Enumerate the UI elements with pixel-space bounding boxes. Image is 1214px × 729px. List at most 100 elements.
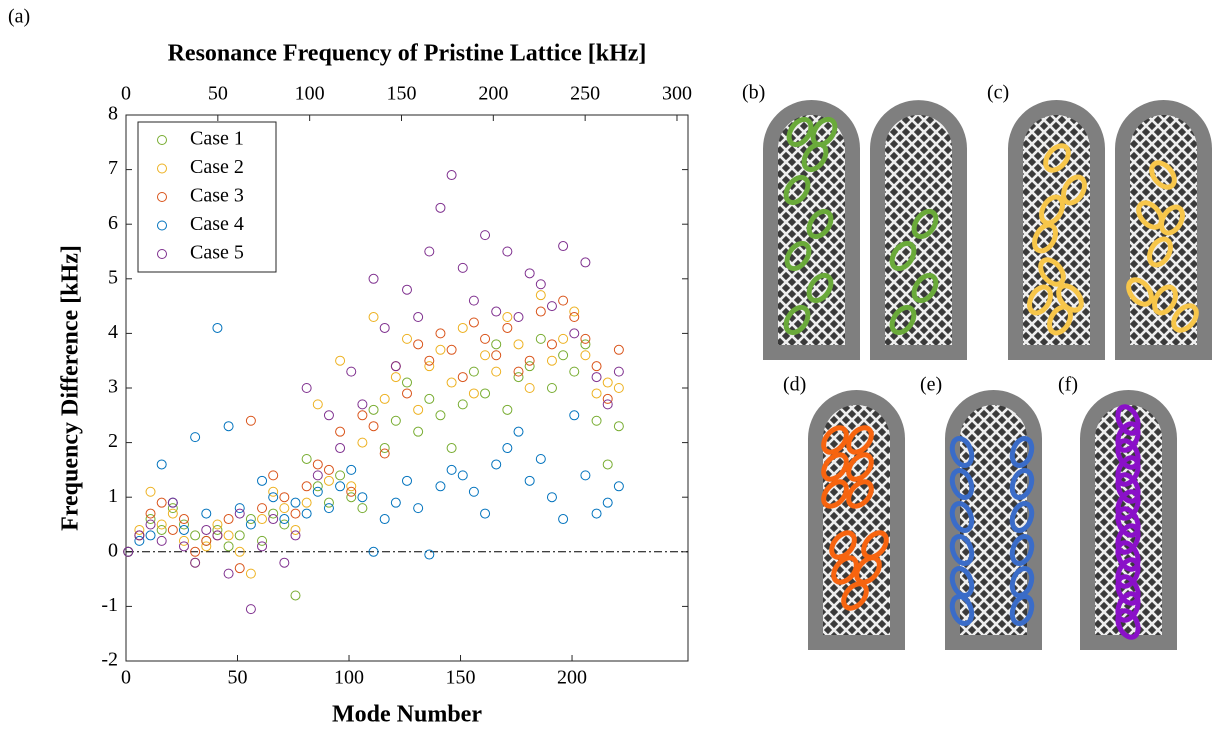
data-point [413, 503, 424, 514]
defect-ring [1009, 533, 1035, 567]
data-point [346, 366, 357, 377]
data-point [257, 503, 268, 514]
data-point [402, 377, 412, 388]
data-point [268, 470, 279, 481]
data-point [502, 443, 513, 454]
x-tick-label: 150 [446, 667, 476, 689]
data-point [580, 333, 591, 344]
data-point [257, 475, 268, 486]
data-point [279, 557, 290, 568]
data-point [546, 355, 557, 366]
defect-ring [821, 425, 849, 455]
data-point [223, 514, 234, 525]
data-point [223, 421, 234, 432]
defect-ring [821, 452, 849, 482]
data-point [457, 399, 468, 410]
defect-ring [1009, 467, 1035, 501]
data-point [145, 486, 156, 497]
data-point [424, 393, 435, 404]
data-point [424, 549, 435, 560]
data-point [178, 524, 189, 535]
data-point [524, 361, 535, 372]
data-point [167, 503, 178, 514]
legend-marker [157, 249, 167, 259]
data-point [602, 393, 613, 404]
data-point [190, 546, 201, 557]
data-point [279, 519, 290, 530]
x2-tick-label: 150 [386, 83, 416, 105]
data-point [435, 344, 446, 355]
y-tick-label: 3 [108, 376, 118, 398]
data-point [223, 541, 234, 552]
defect-ring [806, 272, 834, 304]
defect-ring [1159, 204, 1185, 236]
data-point [413, 426, 424, 437]
data-point [379, 322, 390, 333]
data-point [268, 508, 279, 519]
data-point [569, 312, 580, 323]
data-point [424, 361, 435, 372]
data-point [402, 388, 412, 399]
y-tick-label: 8 [108, 103, 118, 125]
data-point [379, 514, 390, 525]
defect-ring [1027, 284, 1053, 316]
data-point [379, 448, 390, 459]
legend-label: Case 2 [190, 156, 244, 178]
data-point [468, 295, 479, 306]
y-tick-label: 7 [108, 157, 118, 179]
data-point [323, 475, 334, 486]
data-point [613, 344, 624, 355]
data-point [323, 503, 334, 514]
defect-ring [1115, 421, 1141, 453]
data-point [491, 306, 502, 317]
y-tick-label: 6 [108, 212, 118, 234]
data-point [301, 481, 312, 492]
x2-tick-label: 300 [662, 83, 692, 105]
data-point [591, 372, 602, 383]
data-point [446, 377, 457, 388]
defect-ring [949, 565, 975, 599]
data-point [569, 410, 580, 421]
x-axis-title: Mode Number [332, 702, 482, 728]
data-point [223, 530, 234, 541]
data-point [301, 497, 312, 508]
data-point [502, 322, 513, 333]
defect-ring [1032, 222, 1058, 254]
defect-ring [1115, 472, 1141, 504]
data-point [558, 514, 569, 525]
data-point [480, 350, 491, 361]
defect-ring [1115, 574, 1141, 606]
defect-ring [949, 435, 975, 469]
data-point [268, 486, 279, 497]
data-point [491, 339, 502, 350]
data-point [491, 350, 502, 361]
legend-marker [157, 135, 167, 145]
data-point [212, 322, 223, 333]
data-point [413, 339, 424, 350]
data-point [480, 333, 491, 344]
data-point [346, 486, 357, 497]
legend-label: Case 5 [190, 242, 244, 264]
legend-box [137, 121, 277, 273]
defect-ring [911, 272, 939, 304]
data-point [613, 383, 624, 393]
data-point [580, 257, 591, 268]
data-point [569, 306, 580, 317]
defect-ring [846, 452, 874, 482]
data-point [357, 399, 368, 410]
data-point [446, 464, 457, 475]
data-point [212, 524, 223, 535]
data-point [546, 339, 557, 350]
data-point [468, 388, 479, 399]
data-point [234, 503, 245, 514]
data-point [245, 568, 256, 579]
data-point [591, 361, 602, 372]
data-point [145, 530, 156, 541]
data-point [602, 459, 613, 470]
data-point [424, 355, 435, 366]
data-point [457, 372, 468, 383]
lattice [885, 114, 952, 345]
legend-marker [157, 220, 167, 231]
data-point [558, 350, 569, 361]
data-point [535, 333, 546, 344]
